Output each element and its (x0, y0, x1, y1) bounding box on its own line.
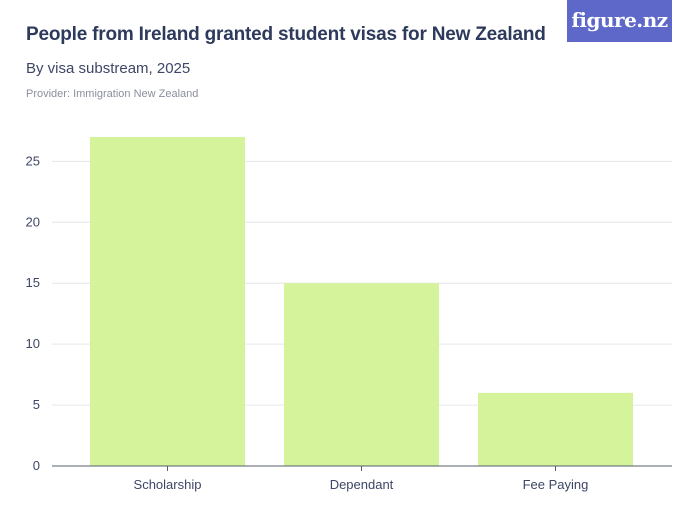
bar-fee-paying (478, 392, 633, 466)
x-category-label-scholarship: Scholarship (134, 477, 202, 492)
chart-subtitle: By visa substream, 2025 (26, 60, 191, 77)
bars (90, 137, 633, 466)
x-category-label-dependant: Dependant (330, 477, 394, 492)
chart-title: People from Ireland granted student visa… (26, 24, 546, 45)
x-category-label-fee-paying: Fee Paying (523, 477, 589, 492)
y-tick-label-15: 15 (26, 275, 40, 290)
y-tick-label-25: 25 (26, 153, 40, 168)
bar-dependant (284, 283, 439, 466)
y-tick-label-20: 20 (26, 214, 40, 229)
data-provider: Provider: Immigration New Zealand (26, 88, 199, 100)
bar-scholarship (90, 137, 245, 466)
figure-nz-logo[interactable]: figure.nz (567, 0, 672, 42)
axes: 0 5 10 15 20 25 Scholarship Dependant Fee Paying (26, 153, 672, 492)
y-tick-label-10: 10 (26, 336, 40, 351)
y-tick-label-5: 5 (33, 397, 40, 412)
y-tick-label-0: 0 (33, 458, 40, 473)
